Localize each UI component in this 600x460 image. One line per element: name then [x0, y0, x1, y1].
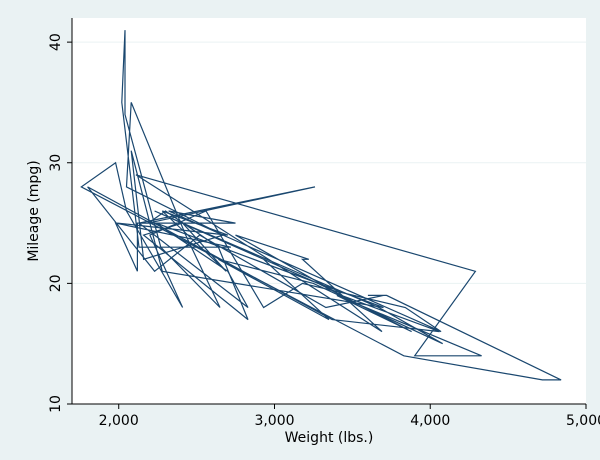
x-tick-label: 2,000 — [99, 413, 139, 429]
x-axis-ticks: 2,000 3,000 4,000 5,000 — [99, 404, 600, 429]
y-axis-title: Mileage (mpg) — [26, 160, 42, 261]
y-tick-label: 30 — [48, 154, 64, 172]
x-tick-label: 3,000 — [254, 413, 294, 429]
x-tick-label: 4,000 — [410, 413, 450, 429]
plot-area — [72, 18, 586, 404]
series-line — [80, 30, 562, 381]
y-axis-ticks: 10 20 30 40 — [48, 33, 72, 413]
x-axis-title: Weight (lbs.) — [285, 430, 374, 446]
y-tick-label: 20 — [48, 274, 64, 292]
x-tick-label: 5,000 — [566, 413, 600, 429]
y-tick-label: 40 — [48, 33, 64, 51]
y-tick-label: 10 — [48, 395, 64, 413]
series-layer — [80, 30, 562, 381]
